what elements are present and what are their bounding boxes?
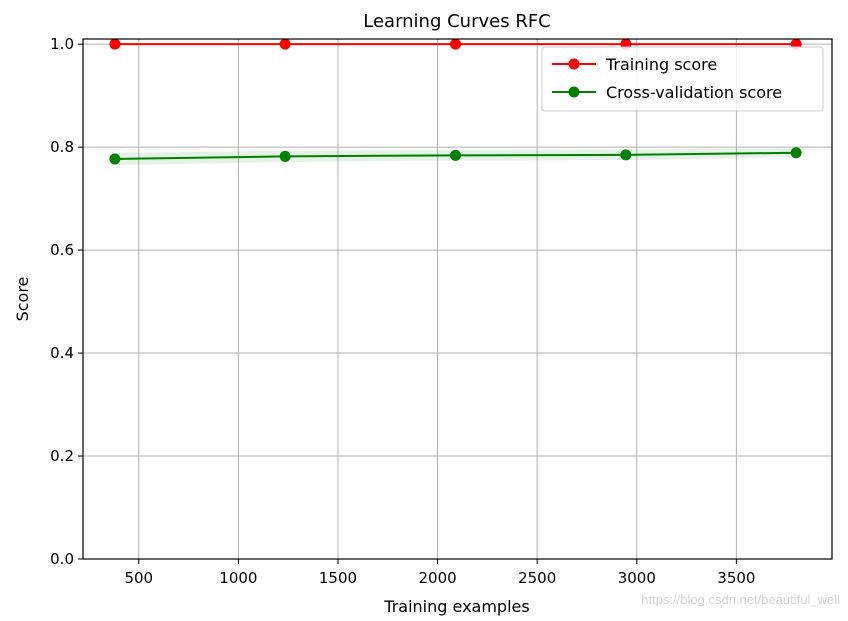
data-point-series-0	[450, 38, 462, 50]
legend-marker-cv	[568, 86, 580, 98]
y-axis-ticks: 0.0 0.2 0.4 0.6 0.8 1.0	[50, 35, 83, 568]
data-point-series-1	[279, 150, 291, 162]
data-point-series-1	[790, 147, 802, 159]
y-tick-label: 1.0	[50, 35, 74, 53]
data-point-series-1	[620, 149, 632, 161]
data-point-series-1	[109, 153, 121, 165]
legend: Training score Cross-validation score	[541, 46, 824, 112]
legend-label-cv: Cross-validation score	[606, 83, 782, 102]
data-point-series-1	[450, 149, 462, 161]
data-point-series-0	[279, 38, 291, 50]
plot-frame	[82, 38, 833, 560]
y-axis-label: Score	[13, 277, 32, 322]
x-tick-label: 3000	[618, 569, 656, 587]
x-tick-label: 2000	[418, 569, 456, 587]
x-axis-label: Training examples	[383, 597, 529, 616]
legend-box	[541, 46, 824, 112]
series-lines	[109, 38, 802, 165]
y-tick-label: 0.2	[50, 447, 74, 465]
x-tick-label: 3500	[717, 569, 755, 587]
x-tick-label: 2500	[518, 569, 556, 587]
y-tick-label: 0.0	[50, 550, 74, 568]
data-point-series-0	[109, 38, 121, 50]
grid-lines	[83, 39, 832, 560]
y-tick-label: 0.8	[50, 138, 74, 156]
x-tick-label: 1000	[219, 569, 257, 587]
x-axis-ticks: 500 1000 1500 2000 2500 3000 3500	[124, 559, 755, 587]
y-tick-label: 0.6	[50, 241, 74, 259]
legend-marker-training	[568, 58, 580, 70]
y-tick-label: 0.4	[50, 344, 74, 362]
legend-label-training: Training score	[605, 55, 717, 74]
x-tick-label: 500	[124, 569, 153, 587]
watermark: https://blog.csdn.net/beautiful_well	[641, 592, 840, 607]
x-tick-label: 1500	[319, 569, 357, 587]
chart-title: Learning Curves RFC	[363, 11, 551, 32]
